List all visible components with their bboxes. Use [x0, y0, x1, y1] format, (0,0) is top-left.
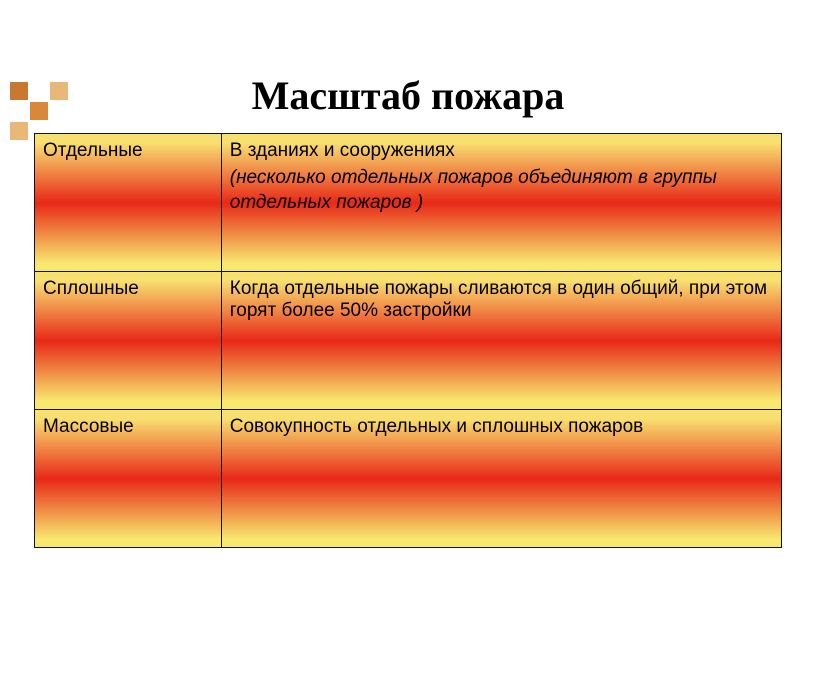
table-row: Сплошные Когда отдельные пожары сливаютс… [35, 272, 782, 410]
row-desc-cell: Когда отдельные пожары сливаются в один … [221, 272, 781, 410]
deco-square [30, 102, 48, 120]
row-desc-cell: Совокупность отдельных и сплошных пожаро… [221, 410, 781, 548]
deco-square [10, 102, 28, 120]
row-desc-cell: В зданиях и сооружениях (несколько отдел… [221, 134, 781, 272]
row-desc-italic: (несколько отдельных пожаров объединяют … [230, 166, 773, 215]
table-row: Отдельные В зданиях и сооружениях (неско… [35, 134, 782, 272]
deco-square [30, 82, 48, 100]
deco-square [10, 122, 28, 140]
row-desc: В зданиях и сооружениях [230, 140, 773, 162]
deco-square [10, 82, 28, 100]
fire-scale-table: Отдельные В зданиях и сооружениях (неско… [34, 133, 782, 548]
page-title: Масштаб пожара [0, 72, 816, 119]
row-desc: Когда отдельные пожары сливаются в один … [230, 278, 773, 322]
deco-square [50, 122, 68, 140]
row-label: Массовые [43, 416, 213, 438]
row-label: Отдельные [43, 140, 213, 162]
table-row: Массовые Совокупность отдельных и сплошн… [35, 410, 782, 548]
corner-decoration [10, 82, 68, 140]
deco-square [30, 122, 48, 140]
row-desc: Совокупность отдельных и сплошных пожаро… [230, 416, 773, 438]
deco-square [50, 102, 68, 120]
row-label-cell: Массовые [35, 410, 222, 548]
row-label-cell: Сплошные [35, 272, 222, 410]
deco-square [50, 82, 68, 100]
row-label: Сплошные [43, 278, 213, 300]
row-label-cell: Отдельные [35, 134, 222, 272]
